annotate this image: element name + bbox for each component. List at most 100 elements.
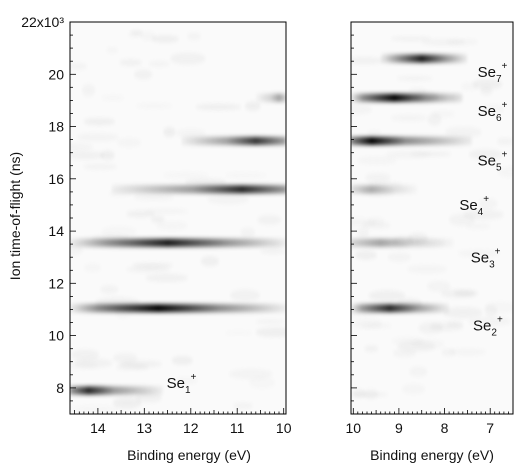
noise-speck [225, 331, 253, 335]
noise-speck [130, 30, 144, 35]
tof-band [70, 238, 286, 247]
noise-speck [351, 104, 373, 115]
noise-speck [367, 130, 382, 136]
noise-speck [496, 137, 513, 146]
noise-speck [174, 377, 198, 384]
x-tick-label: 7 [486, 420, 494, 436]
noise-speck [260, 249, 286, 254]
x-tick-label: 13 [137, 420, 153, 436]
noise-speck [468, 317, 512, 326]
noise-speck [409, 366, 428, 377]
right-x-axis-label: Binding energy (eV) [370, 447, 494, 463]
tof-band [351, 93, 463, 102]
noise-speck [125, 266, 171, 273]
noise-speck [364, 345, 379, 352]
noise-speck [397, 340, 436, 352]
noise-speck [390, 36, 432, 41]
noise-speck [144, 209, 189, 214]
noise-speck [390, 114, 428, 122]
noise-speck [200, 256, 220, 267]
tof-band [255, 93, 286, 102]
noise-speck [70, 62, 88, 70]
tof-band [181, 136, 286, 145]
noise-speck [257, 215, 282, 225]
noise-speck [195, 103, 242, 111]
tof-band [111, 185, 286, 194]
noise-speck [457, 249, 501, 257]
noise-speck [101, 226, 137, 237]
noise-speck [116, 138, 142, 147]
species-label: Se5+ [478, 150, 508, 174]
noise-speck [484, 304, 498, 317]
x-tick-label: 9 [395, 420, 403, 436]
noise-speck [454, 290, 479, 297]
noise-speck [387, 252, 411, 262]
noise-speck [412, 339, 445, 349]
noise-speck [145, 273, 189, 282]
noise-speck [100, 285, 119, 294]
noise-speck [406, 264, 448, 274]
noise-speck [429, 322, 464, 331]
noise-speck [128, 31, 143, 37]
right-panel: 10 9 8 7 Se2+ Se3+ Se4+ Se5+ Se6+ Se7+ [346, 21, 514, 436]
tof-band [70, 304, 286, 313]
y-tick-label: 16 [48, 171, 64, 187]
y-axis-label: Ion time-of-flight (ns) [7, 152, 23, 280]
left-panel: 14 13 12 11 10 8 10 12 14 16 18 20 22x10³ Se1+ [21, 14, 292, 436]
noise-speck [135, 103, 173, 109]
y-tick-label: 22x10³ [21, 14, 64, 30]
noise-speck [361, 323, 393, 329]
noise-speck [240, 227, 256, 238]
noise-speck [184, 178, 227, 186]
noise-speck [351, 57, 385, 65]
noise-speck [478, 198, 498, 209]
y-tick-label: 14 [48, 223, 64, 239]
y-tick-label: 8 [56, 380, 64, 396]
noise-speck [365, 173, 391, 183]
noise-speck [171, 356, 193, 365]
species-label: Se2+ [473, 314, 503, 338]
noise-speck [463, 209, 505, 220]
noise-speck [76, 133, 119, 142]
noise-speck [255, 327, 286, 338]
noise-speck [357, 156, 397, 165]
tof-band [380, 54, 468, 63]
species-label: Se6+ [478, 100, 508, 124]
noise-speck [163, 172, 209, 179]
noise-speck [468, 149, 503, 160]
species-label: Se3+ [471, 246, 501, 270]
species-label: Se7+ [478, 61, 508, 85]
noise-speck [355, 250, 378, 260]
noise-speck [112, 397, 142, 409]
noise-speck [255, 319, 286, 324]
noise-speck [351, 218, 376, 227]
tof-band [351, 238, 454, 247]
noise-speck [431, 111, 456, 117]
noise-speck [446, 39, 479, 45]
noise-speck [101, 95, 124, 101]
noise-speck [396, 76, 434, 81]
noise-speck [472, 79, 503, 90]
noise-speck [186, 32, 202, 40]
noise-speck [228, 369, 273, 379]
left-x-axis-label: Binding energy (eV) [127, 447, 251, 463]
noise-speck [133, 193, 175, 201]
x-tick-label: 10 [276, 420, 292, 436]
noise-speck [401, 384, 426, 394]
noise-speck [465, 222, 491, 230]
noise-speck [119, 360, 163, 368]
noise-speck [163, 127, 176, 137]
noise-speck [170, 52, 206, 65]
noise-speck [443, 307, 483, 319]
noise-speck [357, 228, 370, 238]
noise-speck [351, 392, 389, 397]
y-tick-label: 18 [48, 119, 64, 135]
species-label: Se4+ [459, 194, 489, 218]
x-tick-label: 8 [441, 420, 449, 436]
noise-speck [83, 118, 116, 126]
noise-speck [82, 163, 118, 170]
noise-speck [229, 289, 261, 302]
noise-speck [444, 126, 482, 138]
noise-speck [150, 215, 165, 223]
